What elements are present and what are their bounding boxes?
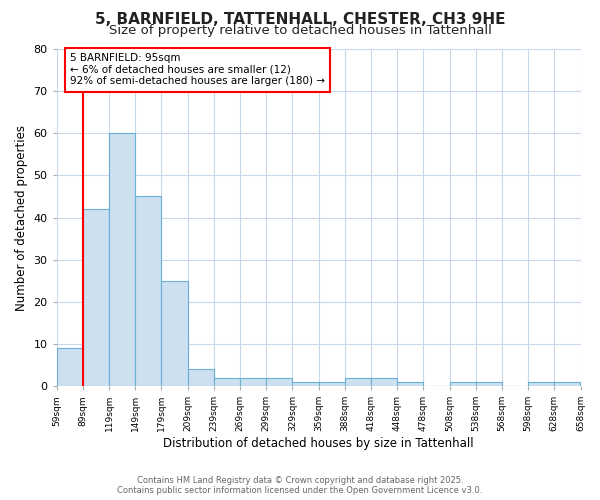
Bar (135, 196, 161, 386)
Bar (214, 378, 240, 386)
Text: Size of property relative to detached houses in Tattenhall: Size of property relative to detached ho… (109, 24, 491, 37)
Text: Contains HM Land Registry data © Crown copyright and database right 2025.
Contai: Contains HM Land Registry data © Crown c… (118, 476, 482, 495)
Bar (57, 348, 83, 386)
Bar (476, 382, 502, 386)
Bar (83, 209, 109, 386)
Bar (449, 382, 476, 386)
Bar (397, 382, 424, 386)
Bar (554, 382, 580, 386)
X-axis label: Distribution of detached houses by size in Tattenhall: Distribution of detached houses by size … (163, 437, 474, 450)
Bar (240, 378, 266, 386)
Bar (292, 382, 319, 386)
Bar (161, 280, 188, 386)
Bar (266, 378, 292, 386)
Text: 5 BARNFIELD: 95sqm
← 6% of detached houses are smaller (12)
92% of semi-detached: 5 BARNFIELD: 95sqm ← 6% of detached hous… (70, 53, 325, 86)
Bar (109, 134, 135, 386)
Bar (528, 382, 554, 386)
Bar (371, 378, 397, 386)
Text: 5, BARNFIELD, TATTENHALL, CHESTER, CH3 9HE: 5, BARNFIELD, TATTENHALL, CHESTER, CH3 9… (95, 12, 505, 28)
Bar (319, 382, 345, 386)
Bar (188, 369, 214, 386)
Y-axis label: Number of detached properties: Number of detached properties (15, 124, 28, 310)
Bar (345, 378, 371, 386)
